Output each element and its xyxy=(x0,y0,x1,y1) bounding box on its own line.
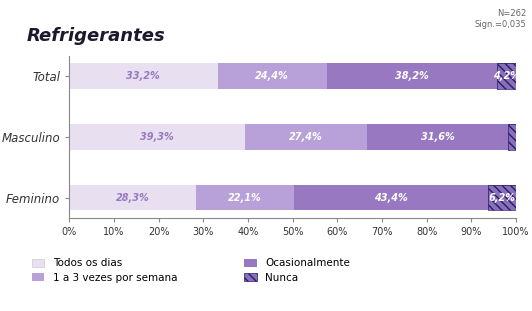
Text: 24,4%: 24,4% xyxy=(255,71,289,81)
Bar xyxy=(327,63,497,89)
Bar xyxy=(69,124,245,150)
Text: Refrigerantes: Refrigerantes xyxy=(27,27,165,45)
Text: 33,2%: 33,2% xyxy=(127,71,160,81)
Bar xyxy=(497,63,516,89)
Text: N=262
Sign.=0,035: N=262 Sign.=0,035 xyxy=(475,9,527,29)
Text: 27,4%: 27,4% xyxy=(289,132,323,142)
Bar xyxy=(218,63,327,89)
Text: 22,1%: 22,1% xyxy=(228,193,262,202)
Bar xyxy=(497,63,516,89)
Bar xyxy=(69,63,218,89)
Text: 39,3%: 39,3% xyxy=(140,132,174,142)
Text: 28,3%: 28,3% xyxy=(115,193,149,202)
Bar xyxy=(245,124,367,150)
Bar xyxy=(509,124,516,150)
Bar xyxy=(69,185,196,210)
Text: 43,4%: 43,4% xyxy=(375,193,408,202)
Text: 38,2%: 38,2% xyxy=(395,71,429,81)
Bar xyxy=(488,185,516,210)
Bar xyxy=(294,185,488,210)
Text: 31,6%: 31,6% xyxy=(421,132,455,142)
Bar xyxy=(367,124,509,150)
Bar xyxy=(509,124,516,150)
Bar xyxy=(488,185,516,210)
Legend: Ocasionalmente, Nunca: Ocasionalmente, Nunca xyxy=(244,258,350,283)
Text: 6,2%: 6,2% xyxy=(489,193,516,202)
Text: 4,2%: 4,2% xyxy=(493,71,520,81)
Bar xyxy=(196,185,294,210)
